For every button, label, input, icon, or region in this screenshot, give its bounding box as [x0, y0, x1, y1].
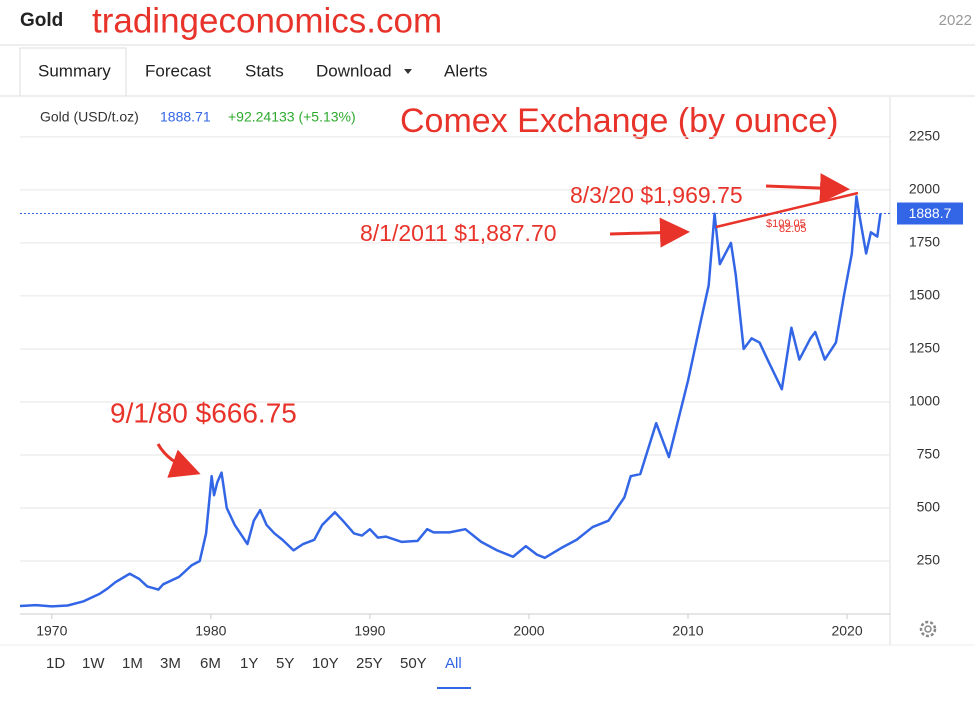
page-title: Gold	[20, 10, 63, 31]
annotation: 8/1/2011 $1,887.70	[360, 220, 557, 246]
y-tick-label: 2250	[909, 128, 940, 144]
range-button[interactable]: 5Y	[276, 655, 294, 672]
gear-hub[interactable]	[924, 625, 932, 633]
annotation-arrow	[156, 443, 201, 478]
active-tab-box	[19, 47, 127, 97]
price-line	[19, 195, 882, 608]
y-tick-label: 2000	[909, 181, 940, 197]
tab[interactable]: Stats	[245, 61, 284, 80]
y-tick-label: 750	[917, 446, 941, 462]
annotation-arrow	[765, 173, 850, 204]
x-tick-label: 2020	[831, 623, 862, 639]
gear[interactable]	[919, 620, 937, 638]
range-button[interactable]: 10Y	[312, 655, 339, 672]
range-button[interactable]: 3M	[160, 655, 181, 672]
dropdown-caret[interactable]	[404, 69, 412, 74]
tab[interactable]: Summary	[38, 61, 111, 80]
range-button[interactable]: 25Y	[356, 655, 383, 672]
year: 2022	[939, 12, 972, 29]
x-tick-label: 2010	[672, 623, 703, 639]
range-button[interactable]: 50Y	[400, 655, 427, 672]
annotation-arrow	[609, 217, 690, 248]
range-button[interactable]: 6M	[200, 655, 221, 672]
range-button[interactable]: All	[445, 655, 462, 672]
tab[interactable]: Download	[316, 61, 392, 80]
tab[interactable]: Alerts	[444, 61, 487, 80]
annotation: 9/1/80 $666.75	[110, 397, 297, 428]
y-tick-label: 1000	[909, 393, 940, 409]
x-tick-label: 2000	[513, 623, 544, 639]
y-tick-label: 1500	[909, 287, 940, 303]
range-button[interactable]: 1Y	[240, 655, 258, 672]
reference-label: 1888.7	[909, 205, 952, 221]
annotation: $109.05	[766, 218, 806, 230]
tab[interactable]: Forecast	[145, 61, 211, 80]
site-overlay: tradingeconomics.com	[92, 1, 442, 40]
range-button[interactable]: 1W	[82, 655, 105, 672]
y-tick-label: 1750	[909, 234, 940, 250]
x-tick-label: 1970	[36, 623, 67, 639]
annotation: 82.05	[779, 223, 807, 235]
settings-icon[interactable]	[919, 620, 937, 638]
annotation: 8/3/20 $1,969.75	[570, 182, 743, 208]
reference-label-box	[897, 202, 963, 225]
y-tick-label: 250	[917, 552, 941, 568]
x-tick-label: 1990	[354, 623, 385, 639]
x-tick-label: 1980	[195, 623, 226, 639]
range-button[interactable]: 1D	[46, 655, 65, 672]
chart-title: Comex Exchange (by ounce)	[400, 102, 838, 140]
y-tick-label: 1250	[909, 340, 940, 356]
quote-name: Gold (USD/t.oz)	[40, 109, 139, 125]
quote-change: +92.24133 (+5.13%)	[228, 109, 356, 125]
range-button[interactable]: 1M	[122, 655, 143, 672]
quote-price: 1888.71	[160, 109, 211, 125]
y-tick-label: 500	[917, 499, 941, 515]
